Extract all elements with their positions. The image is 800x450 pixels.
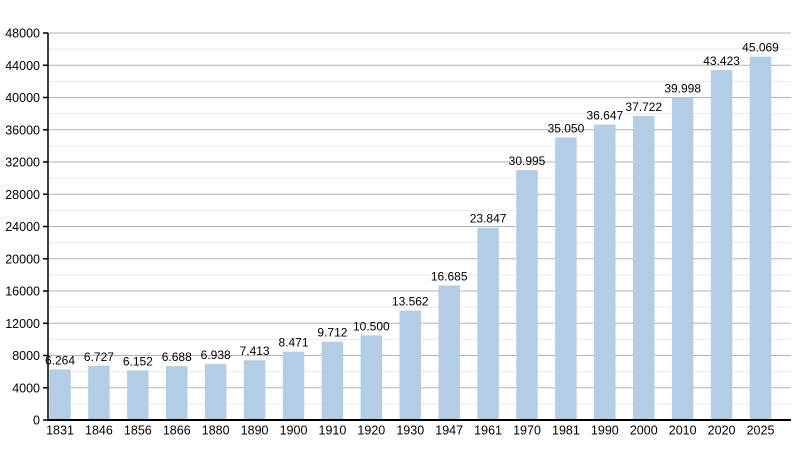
x-tick-label: 1970 [513, 424, 541, 438]
bar-value-label: 7.413 [240, 344, 270, 358]
y-tick-label: 28000 [5, 188, 40, 202]
bar-value-label: 6.727 [84, 350, 114, 364]
x-tick-label: 1856 [124, 424, 152, 438]
y-tick-label: 24000 [5, 220, 40, 234]
bar-1930 [399, 310, 421, 420]
bar-value-label: 39.998 [664, 82, 701, 96]
y-tick-label: 44000 [5, 59, 40, 73]
y-tick-label: 48000 [5, 27, 40, 41]
bar-value-label: 37.722 [625, 100, 662, 114]
x-tick-label: 1930 [396, 424, 424, 438]
bar-value-label: 43.423 [703, 54, 740, 68]
bar-2020 [710, 69, 733, 420]
x-tick-label: 2020 [708, 424, 736, 438]
x-tick-label: 1910 [319, 424, 347, 438]
bar-value-label: 13.562 [392, 295, 429, 309]
bar-1920 [360, 335, 383, 420]
bar-value-label: 35.050 [548, 121, 585, 135]
y-tick-label: 32000 [5, 156, 40, 170]
y-tick-label: 20000 [5, 252, 40, 266]
bar-1947 [438, 285, 460, 420]
y-tick-label: 4000 [12, 381, 40, 395]
bar-2010 [671, 97, 694, 421]
bar-value-label: 45.069 [742, 41, 779, 55]
bar-1910 [321, 341, 344, 420]
bar-value-label: 8.471 [278, 336, 308, 350]
bar-value-label: 23.847 [470, 212, 507, 226]
bar-1856 [127, 370, 149, 420]
bar-value-label: 6.264 [45, 353, 75, 367]
bar-1866 [166, 366, 188, 420]
x-tick-label: 1947 [435, 424, 463, 438]
x-tick-label: 1890 [241, 424, 269, 438]
bar-value-label: 36.647 [586, 109, 623, 123]
bar-value-label: 6.938 [201, 348, 231, 362]
bar-1900 [282, 351, 305, 420]
y-tick-label: 36000 [5, 123, 40, 137]
bar-1880 [204, 364, 227, 420]
x-tick-label: 1961 [474, 424, 502, 438]
bar-1981 [555, 137, 577, 421]
bar-2025 [749, 56, 772, 420]
x-tick-label: 1831 [46, 424, 74, 438]
x-tick-label: 1846 [85, 424, 113, 438]
bar-2000 [633, 115, 655, 420]
bar-value-label: 9.712 [317, 326, 347, 340]
x-tick-label: 1880 [202, 424, 230, 438]
bar-value-label: 16.685 [431, 269, 468, 283]
x-tick-label: 1990 [591, 424, 619, 438]
bar-value-label: 6.152 [123, 354, 153, 368]
x-tick-label: 1920 [357, 424, 385, 438]
x-tick-label: 1866 [163, 424, 191, 438]
y-tick-label: 40000 [5, 91, 40, 105]
bar-value-label: 30.995 [509, 154, 546, 168]
bar-1990 [594, 124, 616, 420]
bar-1846 [88, 365, 110, 420]
bar-1970 [516, 170, 538, 420]
y-tick-label: 16000 [5, 285, 40, 299]
bar-value-label: 6.688 [162, 350, 192, 364]
x-tick-label: 1981 [552, 424, 580, 438]
y-tick-label: 8000 [12, 349, 40, 363]
y-tick-label: 0 [33, 414, 40, 428]
bar-1831 [49, 369, 71, 420]
bar-1961 [477, 227, 499, 420]
x-tick-label: 1900 [280, 424, 308, 438]
y-tick-label: 12000 [5, 317, 40, 331]
bar-value-label: 10.500 [353, 319, 390, 333]
bar-1890 [243, 360, 266, 420]
x-tick-label: 2025 [747, 424, 775, 438]
x-tick-label: 2010 [669, 424, 697, 438]
x-tick-label: 2000 [630, 424, 658, 438]
